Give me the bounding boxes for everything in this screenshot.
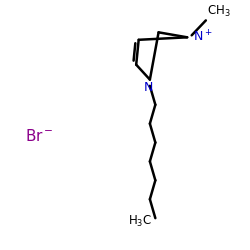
Text: Br$^-$: Br$^-$: [26, 128, 54, 144]
Text: CH$_3$: CH$_3$: [207, 4, 231, 19]
Text: H$_3$C: H$_3$C: [128, 214, 152, 229]
Text: N: N: [144, 81, 153, 94]
Text: N$^+$: N$^+$: [193, 30, 212, 45]
